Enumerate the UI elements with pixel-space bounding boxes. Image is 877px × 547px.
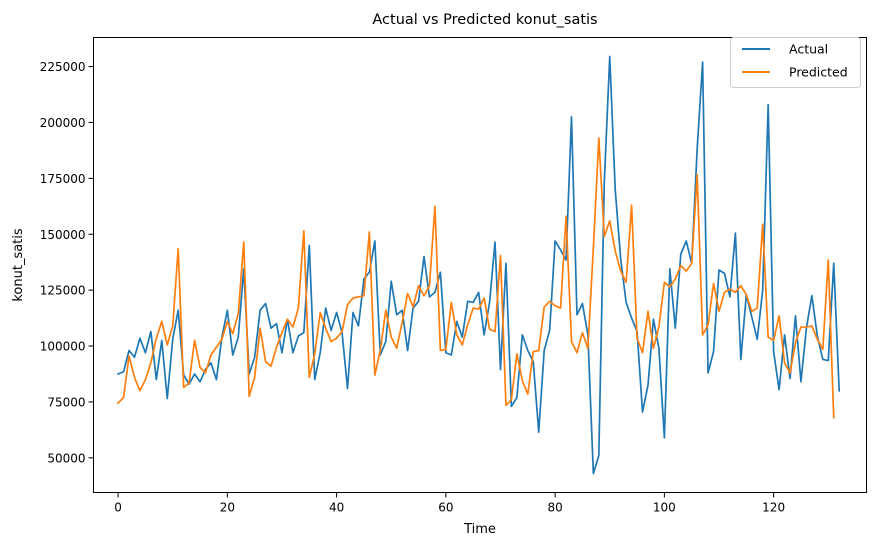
plot-area [93,37,867,493]
y-tick-label: 125000 [40,284,86,298]
series-line-actual [116,55,841,475]
x-tick-label: 120 [762,501,785,515]
y-tick-label: 225000 [40,60,86,74]
y-tick-label: 175000 [40,172,86,186]
x-tick-label: 40 [329,501,344,515]
legend-label-actual: Actual [789,42,828,57]
series-line-predicted [116,137,835,419]
y-axis-label: konut_satis [11,228,26,302]
y-tick-label: 200000 [40,116,86,130]
series-layer [116,55,841,475]
x-tick-label: 60 [438,501,453,515]
y-tick-label: 150000 [40,228,86,242]
y-tick-label: 100000 [40,340,86,354]
chart-title: Actual vs Predicted konut_satis [372,12,597,28]
y-tick-label: 75000 [47,395,85,409]
x-tick-label: 20 [220,501,235,515]
y-axis: 50000 75000 100000 125000 150000 175000 200000… [40,60,94,465]
x-tick-label: 0 [114,501,122,515]
legend-label-predicted: Predicted [789,65,848,80]
x-axis: 0 20 40 60 80 100 120 [114,492,785,515]
y-tick-label: 50000 [47,451,85,465]
legend: Actual Predicted [730,37,861,88]
x-tick-label: 100 [653,501,676,515]
x-tick-label: 80 [547,501,562,515]
x-axis-label: Time [463,522,496,537]
